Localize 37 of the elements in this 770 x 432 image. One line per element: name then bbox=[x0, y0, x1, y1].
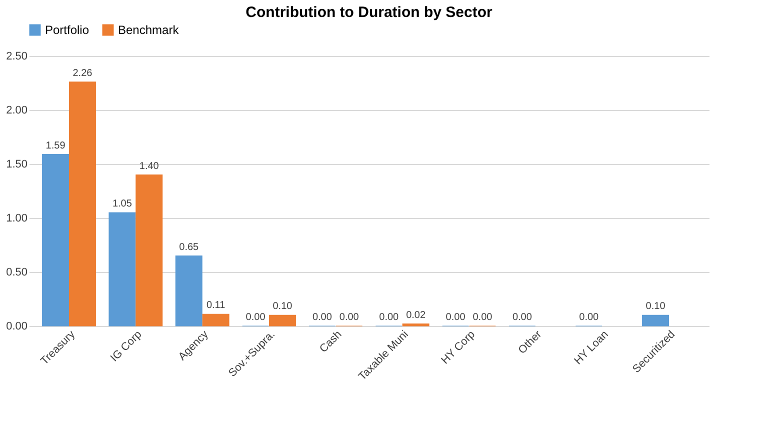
data-label: 0.00 bbox=[512, 312, 532, 323]
chart-title: Contribution to Duration by Sector bbox=[246, 4, 492, 21]
data-label: 0.10 bbox=[272, 301, 293, 312]
data-label: 0.10 bbox=[646, 301, 666, 312]
x-tick-label: HY Corp bbox=[439, 328, 478, 367]
data-label: 1.05 bbox=[112, 198, 132, 210]
x-tick-label: IG Corp bbox=[108, 328, 144, 364]
bar bbox=[42, 154, 70, 326]
data-label: 0.00 bbox=[446, 312, 466, 323]
data-label: 0.11 bbox=[206, 300, 226, 312]
y-tick-label: 1.00 bbox=[6, 212, 28, 224]
data-label: 0.00 bbox=[472, 312, 493, 323]
y-tick-label: 2.50 bbox=[6, 50, 28, 62]
y-tick-label: 0.00 bbox=[6, 320, 28, 332]
bar bbox=[108, 212, 136, 326]
data-label: 2.26 bbox=[72, 68, 93, 79]
data-label: 0.00 bbox=[379, 312, 400, 323]
y-tick-label: 1.50 bbox=[6, 158, 28, 170]
data-label: 0.00 bbox=[246, 312, 266, 323]
bar bbox=[202, 314, 230, 326]
bar bbox=[68, 82, 96, 326]
data-label: 0.00 bbox=[339, 312, 360, 323]
y-tick-label: 0.50 bbox=[6, 266, 28, 278]
data-label: 0.00 bbox=[312, 312, 332, 323]
data-label: 0.65 bbox=[179, 242, 200, 253]
bar bbox=[268, 314, 296, 326]
bar bbox=[642, 314, 670, 326]
data-label: 0.00 bbox=[579, 312, 600, 323]
y-tick-label: 2.00 bbox=[6, 104, 28, 116]
legend-label: Portfolio bbox=[45, 23, 90, 37]
legend-label: Benchmark bbox=[118, 23, 180, 37]
bar bbox=[402, 324, 430, 326]
bar bbox=[175, 256, 202, 326]
data-label: 0.02 bbox=[406, 310, 426, 321]
data-label: 1.59 bbox=[46, 140, 66, 152]
data-label: 1.40 bbox=[139, 160, 160, 172]
bar bbox=[136, 174, 163, 326]
